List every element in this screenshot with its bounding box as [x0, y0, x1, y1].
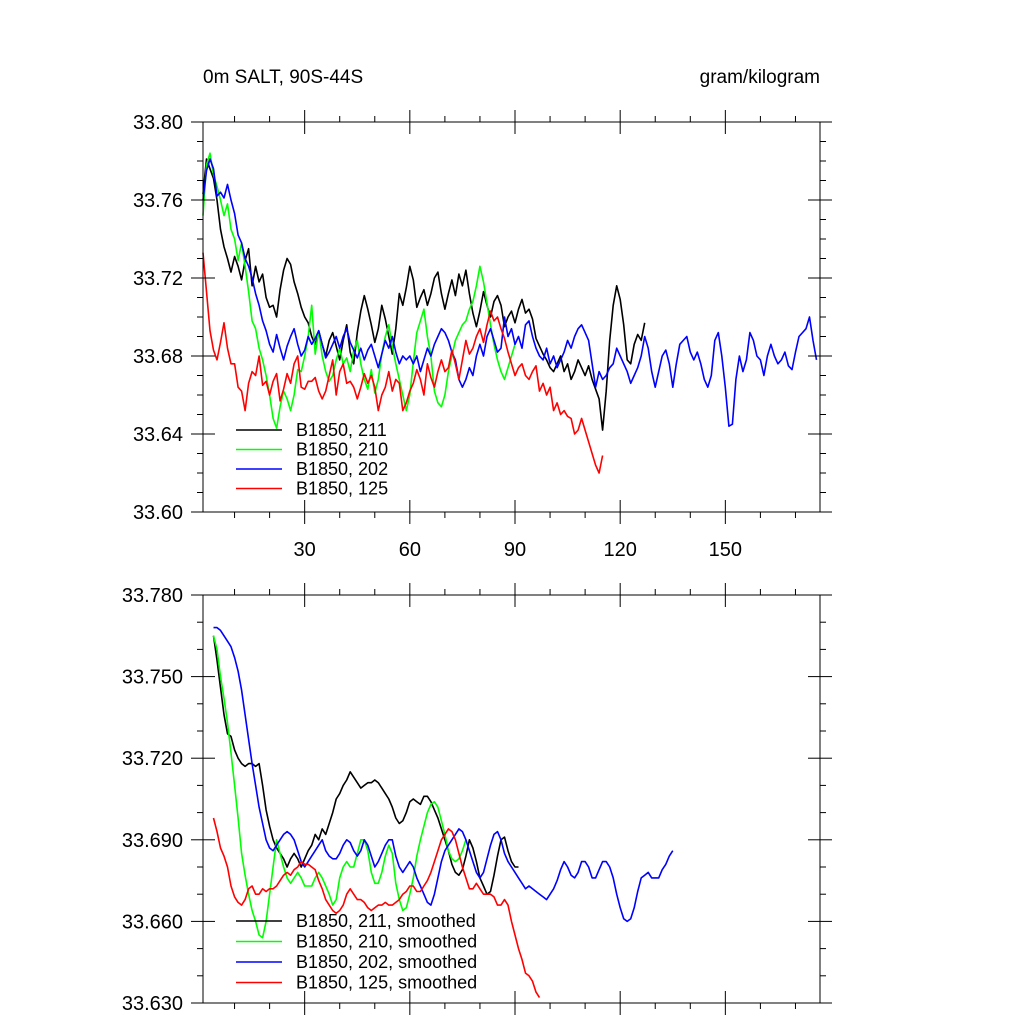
- bottom-panel-smoothed-series: 33.630 33.660 33.690 33.720 33.750 33.780 B185…: [122, 583, 832, 1015]
- x-tick-label: 90: [504, 539, 526, 561]
- legend-label: B1850, 210: [296, 440, 388, 460]
- legend-label: B1850, 210, smoothed: [296, 932, 477, 952]
- y-tick-label: 33.780: [122, 585, 183, 607]
- series-line-3: [202, 158, 818, 428]
- series-line-1: [212, 635, 519, 896]
- y-tick-label: 33.690: [122, 830, 183, 852]
- y-tick-label: 33.660: [122, 911, 183, 933]
- x-tick-label: 150: [709, 539, 742, 561]
- series-line-4: [202, 252, 604, 474]
- series-line-1: [202, 158, 646, 431]
- series-line-4: [212, 817, 541, 999]
- chart-title: 0m SALT, 90S-44S: [203, 67, 363, 88]
- tick-marks: [191, 110, 832, 524]
- y-tick-label: 33.80: [133, 112, 183, 134]
- units-label: gram/kilogram: [700, 67, 820, 88]
- plot-frame: [202, 594, 821, 1004]
- legend-label: B1850, 211, smoothed: [296, 911, 476, 931]
- y-tick-label: 33.64: [133, 424, 183, 446]
- top-panel-raw-series: 0m SALT, 90S-44S gram/kilogram 30 60 90 120…: [133, 67, 832, 561]
- legend-label: B1850, 125, smoothed: [296, 973, 477, 993]
- legend-label: B1850, 211: [296, 420, 387, 440]
- legend-label: B1850, 202: [296, 459, 388, 479]
- y-tick-label: 33.750: [122, 667, 183, 689]
- y-tick-label: 33.68: [133, 346, 183, 368]
- legend-label: B1850, 202, smoothed: [296, 952, 477, 972]
- x-tick-label: 30: [294, 539, 316, 561]
- x-tick-label: 60: [399, 539, 421, 561]
- y-tick-label: 33.60: [133, 502, 183, 524]
- y-tick-label: 33.76: [133, 190, 183, 212]
- y-tick-label: 33.630: [122, 993, 183, 1015]
- tick-marks: [191, 583, 832, 1015]
- legend-label: B1850, 125: [296, 479, 388, 499]
- y-tick-label: 33.720: [122, 748, 183, 770]
- series-line-2: [212, 635, 467, 939]
- x-tick-label: 120: [603, 539, 636, 561]
- y-tick-label: 33.72: [133, 268, 183, 290]
- series-line-3: [213, 626, 674, 923]
- series-group: [202, 152, 818, 474]
